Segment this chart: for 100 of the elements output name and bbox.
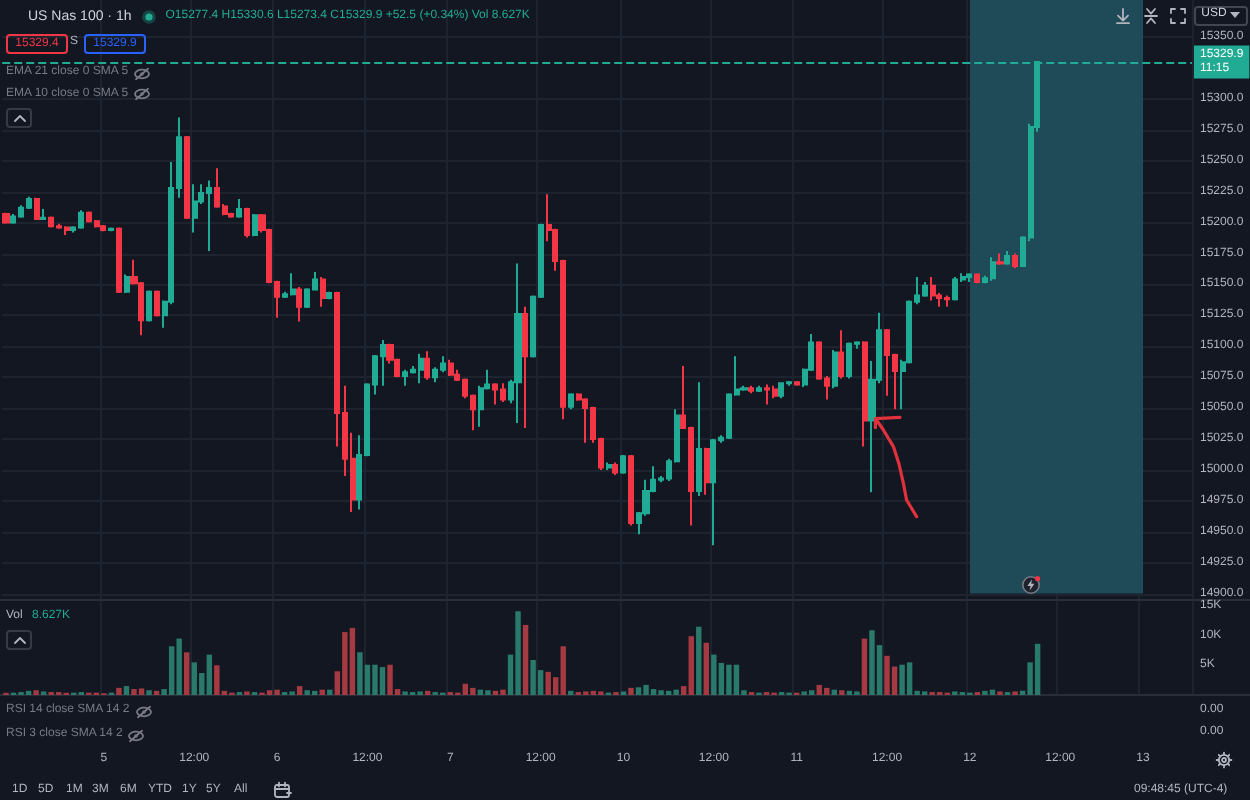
bar — [733, 664, 740, 695]
bar — [191, 662, 197, 695]
candlestick — [846, 341, 852, 380]
candlestick — [34, 196, 40, 222]
candlestick — [214, 167, 220, 209]
candlestick — [448, 358, 454, 377]
candlestick — [18, 204, 24, 219]
bar — [131, 689, 137, 695]
bar — [816, 684, 822, 695]
candlestick — [966, 272, 972, 283]
bar — [123, 686, 130, 695]
candlestick — [628, 454, 634, 527]
bar — [349, 627, 356, 695]
bar — [138, 688, 145, 695]
bar — [643, 684, 649, 695]
bar — [635, 687, 642, 695]
candlestick — [606, 461, 612, 471]
candlestick — [440, 355, 446, 374]
candlestick — [380, 339, 386, 387]
candlestick — [320, 276, 326, 308]
candlestick — [944, 294, 950, 308]
bar — [703, 642, 710, 695]
bar — [688, 636, 694, 695]
candlestick — [236, 198, 242, 219]
bar — [906, 662, 913, 695]
candlestick — [184, 135, 190, 220]
candlestick — [40, 207, 46, 222]
candlestick — [100, 224, 106, 233]
bar — [869, 630, 875, 695]
candlestick — [568, 392, 574, 411]
candlestick — [86, 210, 92, 224]
bar — [214, 665, 220, 695]
bar — [696, 626, 702, 695]
candlestick — [832, 348, 838, 390]
candlestick — [296, 285, 302, 323]
bar — [274, 689, 280, 695]
bar — [530, 659, 536, 695]
bar — [176, 638, 182, 695]
candlestick — [996, 252, 1004, 266]
candlestick — [974, 272, 980, 285]
bar — [515, 611, 521, 695]
bar — [379, 667, 386, 695]
candlestick — [1012, 252, 1018, 270]
candlestick — [582, 397, 588, 444]
bar — [824, 687, 830, 695]
candlestick — [10, 212, 16, 225]
candlestick — [418, 352, 424, 385]
bar — [296, 686, 303, 695]
bar — [184, 652, 190, 695]
candlestick — [124, 273, 130, 295]
bar — [168, 646, 175, 695]
bar — [462, 683, 469, 695]
candlestick — [48, 215, 54, 229]
candlestick — [838, 329, 844, 380]
bar — [884, 655, 890, 695]
candlestick — [922, 280, 928, 298]
candlestick — [710, 438, 716, 547]
candlestick — [244, 206, 250, 239]
bar — [560, 646, 566, 695]
bar — [711, 654, 717, 695]
candlestick — [116, 226, 122, 295]
candlestick — [772, 384, 778, 400]
candlestick — [326, 290, 332, 301]
bar — [899, 664, 905, 695]
candlestick — [794, 379, 800, 387]
bar — [500, 689, 506, 695]
candlestick — [704, 446, 710, 496]
candlestick — [56, 222, 62, 230]
candlestick — [514, 262, 522, 424]
candlestick — [154, 289, 160, 318]
candlestick — [952, 276, 958, 302]
candlestick — [64, 225, 70, 236]
candlestick — [402, 368, 408, 387]
candlestick — [500, 382, 506, 403]
bar — [342, 632, 348, 695]
bar — [861, 638, 868, 695]
candlestick — [696, 381, 702, 497]
bar — [116, 687, 122, 695]
bar — [545, 671, 551, 695]
bar — [673, 689, 679, 695]
candlestick — [192, 183, 198, 234]
candlestick — [146, 289, 152, 323]
candlestick — [1004, 250, 1010, 266]
candlestick — [206, 179, 212, 253]
candlestick — [778, 381, 784, 400]
candlestick — [930, 276, 936, 302]
bar — [327, 689, 333, 695]
bar — [357, 652, 363, 695]
bar — [522, 624, 529, 695]
candlestick — [620, 454, 626, 475]
bar — [726, 664, 732, 695]
candlestick — [748, 384, 754, 395]
bar — [470, 687, 476, 695]
candlestick — [228, 211, 234, 219]
candlestick — [764, 383, 770, 406]
candlestick — [252, 212, 258, 238]
candlestick — [424, 350, 430, 381]
candlestick — [78, 209, 84, 230]
bar — [387, 664, 393, 695]
candlestick — [492, 382, 498, 406]
